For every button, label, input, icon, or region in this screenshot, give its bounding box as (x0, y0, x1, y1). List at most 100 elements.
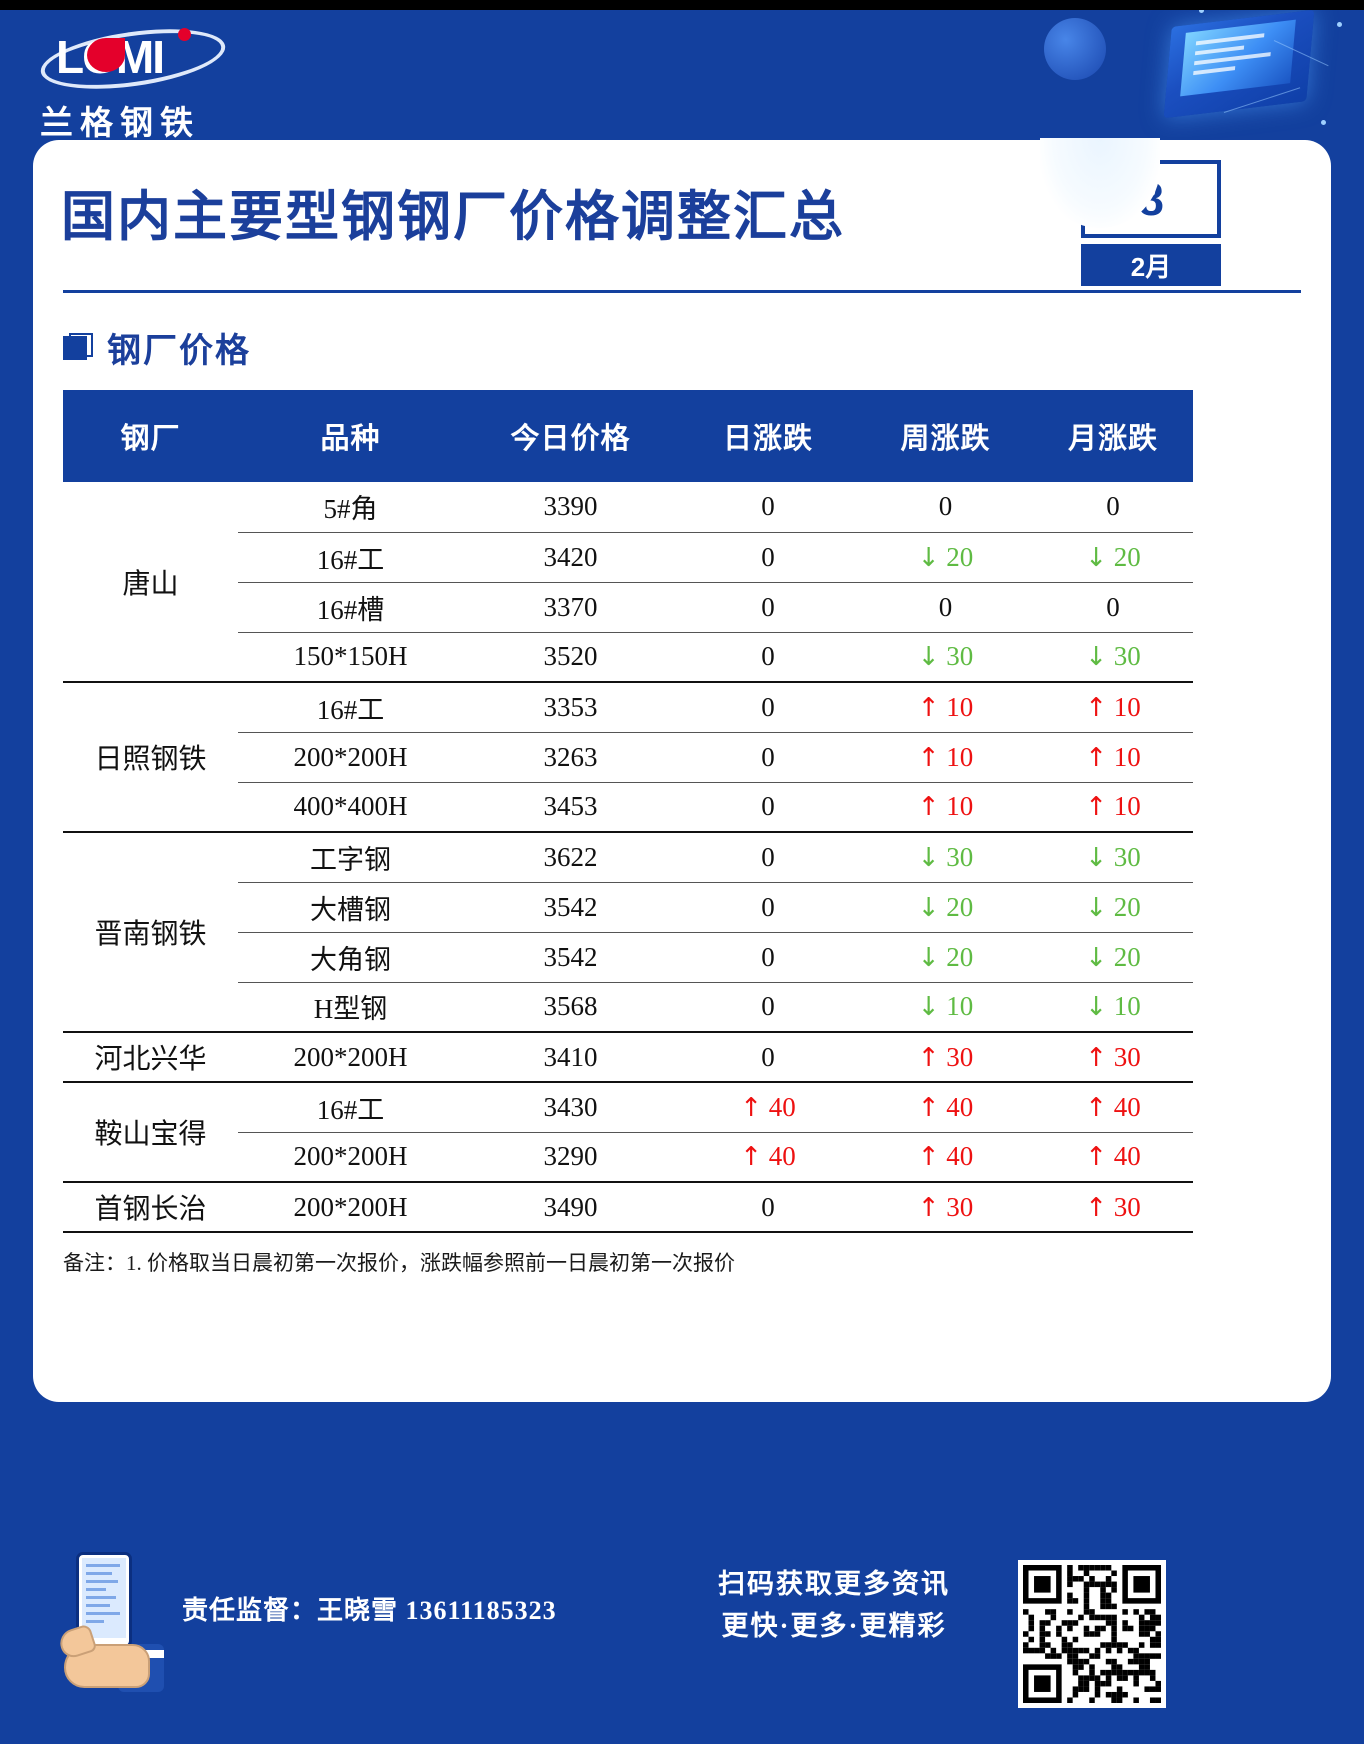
week-change: ↑ 10 (858, 732, 1033, 783)
variety-name: 工字钢 (238, 832, 463, 883)
day-change: 0 (678, 532, 858, 583)
mill-name: 日照钢铁 (63, 682, 238, 833)
today-price: 3453 (463, 782, 678, 833)
month-change: ↓ 20 (1033, 882, 1193, 933)
table-header: 钢厂 品种 今日价格 日涨跌 周涨跌 月涨跌 (63, 390, 1193, 482)
week-change: ↓ 30 (858, 632, 1033, 683)
deco-circle-icon (1044, 18, 1106, 80)
col-mill: 钢厂 (63, 390, 238, 482)
qr-caption: 扫码获取更多资讯 更快·更多·更精彩 (718, 1564, 950, 1648)
day-change: ↑ 40 (678, 1132, 858, 1183)
day-change: 0 (678, 732, 858, 783)
table-row: 大槽钢 3542 0 ↓ 20 ↓ 20 (63, 882, 1193, 933)
week-change: ↑ 10 (858, 782, 1033, 833)
day-change: ↑ 40 (678, 1082, 858, 1133)
day-change: 0 (678, 582, 858, 633)
day-change: 0 (678, 882, 858, 933)
col-variety: 品种 (238, 390, 463, 482)
today-price: 3370 (463, 582, 678, 633)
table-row: H型钢 3568 0 ↓ 10 ↓ 10 (63, 982, 1193, 1033)
today-price: 3290 (463, 1132, 678, 1183)
table-row: 150*150H 3520 0 ↓ 30 ↓ 30 (63, 632, 1193, 683)
table-row: 大角钢 3542 0 ↓ 20 ↓ 20 (63, 932, 1193, 983)
day-change: 0 (678, 482, 858, 533)
today-price: 3542 (463, 932, 678, 983)
title-divider (63, 290, 1301, 293)
month-change: ↑ 40 (1033, 1082, 1193, 1133)
mill-name: 晋南钢铁 (63, 832, 238, 1033)
date-day: 8 (1081, 160, 1221, 238)
logo-red-g-icon (87, 38, 125, 72)
month-change: 0 (1033, 582, 1193, 633)
month-change: ↓ 20 (1033, 932, 1193, 983)
month-change: ↑ 10 (1033, 682, 1193, 733)
today-price: 3410 (463, 1032, 678, 1083)
variety-name: 大槽钢 (238, 882, 463, 933)
table-row: 晋南钢铁 工字钢 3622 0 ↓ 30 ↓ 30 (63, 832, 1193, 1033)
month-change: 0 (1033, 482, 1193, 533)
qr-code[interactable] (1018, 1560, 1166, 1708)
day-change: 0 (678, 832, 858, 883)
table-row: 16#工 3420 0 ↓ 20 ↓ 20 (63, 532, 1193, 583)
supervisor-text: 责任监督：王晓雪 13611185323 (182, 1596, 557, 1625)
week-change: 0 (858, 482, 1033, 533)
day-change: 0 (678, 982, 858, 1033)
week-change: ↓ 20 (858, 932, 1033, 983)
week-change: ↑ 30 (858, 1032, 1033, 1083)
phone-in-hand-icon (56, 1552, 168, 1712)
week-change: ↑ 40 (858, 1082, 1033, 1133)
table-row: 200*200H 3290 ↑ 40 ↑ 40 ↑ 40 (63, 1132, 1193, 1183)
page-title: 国内主要型钢钢厂价格调整汇总 (61, 187, 845, 247)
variety-name: 200*200H (238, 1182, 463, 1233)
qr-caption-line1: 扫码获取更多资讯 (718, 1569, 950, 1599)
month-change: ↑ 10 (1033, 782, 1193, 833)
day-change: 0 (678, 632, 858, 683)
today-price: 3430 (463, 1082, 678, 1133)
variety-name: 16#工 (238, 1082, 463, 1133)
week-change: ↓ 20 (858, 532, 1033, 583)
week-change: ↓ 10 (858, 982, 1033, 1033)
variety-name: 200*200H (238, 732, 463, 783)
mill-name: 鞍山宝得 (63, 1082, 238, 1183)
month-change: ↑ 30 (1033, 1182, 1193, 1233)
month-change: ↓ 30 (1033, 632, 1193, 683)
week-change: ↓ 30 (858, 832, 1033, 883)
day-change: 0 (678, 1182, 858, 1233)
week-change: 0 (858, 582, 1033, 633)
section-title: 钢厂价格 (107, 333, 251, 370)
top-strip (0, 0, 1364, 10)
month-change: ↓ 10 (1033, 982, 1193, 1033)
table-row: 400*400H 3453 0 ↑ 10 ↑ 10 (63, 782, 1193, 833)
date-badge: 8 2月 (1081, 160, 1221, 286)
day-change: 0 (678, 782, 858, 833)
content-card: 国内主要型钢钢厂价格调整汇总 8 2月 钢厂价格 钢厂 品种 今日价格 (33, 140, 1331, 1402)
day-change: 0 (678, 682, 858, 733)
variety-name: 400*400H (238, 782, 463, 833)
table-row: 唐山 5#角 3390 0 0 0 (63, 482, 1193, 683)
today-price: 3622 (463, 832, 678, 883)
header-decoration (1034, 0, 1364, 150)
square-bullet-icon (63, 332, 93, 363)
variety-name: 150*150H (238, 632, 463, 683)
variety-name: 200*200H (238, 1132, 463, 1183)
week-change: ↓ 20 (858, 882, 1033, 933)
footer: 责任监督：王晓雪 13611185323 扫码获取更多资讯 更快·更多·更精彩 (0, 1414, 1364, 1744)
col-week: 周涨跌 (858, 390, 1033, 482)
month-change: ↓ 30 (1033, 832, 1193, 883)
table-row: 河北兴华 200*200H 3410 0 ↑ 30 ↑ 30 (63, 1032, 1193, 1083)
variety-name: 16#工 (238, 682, 463, 733)
table-row: 首钢长治 200*200H 3490 0 ↑ 30 ↑ 30 (63, 1182, 1193, 1233)
month-change: ↓ 20 (1033, 532, 1193, 583)
table-row: 日照钢铁 16#工 3353 0 ↑ 10 ↑ 10 (63, 682, 1193, 833)
month-change: ↑ 10 (1033, 732, 1193, 783)
variety-name: 16#工 (238, 532, 463, 583)
today-price: 3568 (463, 982, 678, 1033)
today-price: 3420 (463, 532, 678, 583)
col-day: 日涨跌 (678, 390, 858, 482)
section-header: 钢厂价格 (63, 323, 1331, 372)
week-change: ↑ 30 (858, 1182, 1033, 1233)
price-table: 钢厂 品种 今日价格 日涨跌 周涨跌 月涨跌 唐山 5#角 3390 0 0 0 16#工 3… (63, 390, 1193, 1233)
today-price: 3353 (463, 682, 678, 733)
table-row: 200*200H 3263 0 ↑ 10 ↑ 10 (63, 732, 1193, 783)
